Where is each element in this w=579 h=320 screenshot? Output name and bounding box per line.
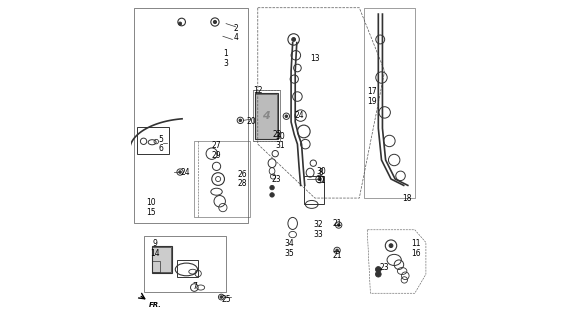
Circle shape — [270, 193, 274, 197]
Bar — [253, 90, 280, 141]
Text: 23: 23 — [380, 263, 390, 272]
Text: 22: 22 — [272, 130, 281, 139]
Bar — [137, 127, 169, 154]
Text: 8: 8 — [319, 168, 324, 177]
Text: 17
19: 17 19 — [367, 87, 377, 106]
Circle shape — [178, 22, 182, 25]
Text: 21: 21 — [332, 251, 342, 260]
Circle shape — [375, 271, 381, 277]
Bar — [152, 247, 171, 272]
Bar — [304, 176, 324, 204]
Circle shape — [389, 244, 393, 248]
Circle shape — [179, 171, 181, 173]
Circle shape — [338, 224, 340, 226]
Bar — [152, 261, 160, 272]
Bar — [364, 8, 415, 198]
Circle shape — [336, 249, 338, 252]
Text: 18: 18 — [402, 194, 412, 203]
Bar — [255, 94, 277, 139]
Text: 2
4: 2 4 — [233, 24, 238, 43]
Text: 30
31: 30 31 — [316, 166, 326, 185]
Circle shape — [292, 37, 295, 41]
Bar — [195, 141, 250, 217]
Text: 34
35: 34 35 — [285, 239, 294, 258]
Circle shape — [375, 267, 381, 272]
Text: 4: 4 — [262, 111, 270, 121]
Circle shape — [318, 178, 321, 180]
Circle shape — [285, 115, 288, 117]
Text: 11
16: 11 16 — [412, 239, 421, 258]
Text: 30
31: 30 31 — [275, 132, 285, 150]
Text: 24: 24 — [294, 111, 304, 120]
Circle shape — [239, 119, 241, 122]
Text: 7: 7 — [192, 282, 197, 292]
Text: 21: 21 — [332, 219, 342, 228]
Bar — [177, 260, 197, 277]
Bar — [255, 93, 278, 140]
Text: 25: 25 — [221, 295, 231, 304]
Bar — [134, 8, 248, 223]
Circle shape — [214, 20, 217, 24]
Bar — [144, 236, 226, 292]
Circle shape — [220, 296, 222, 298]
Text: 10
15: 10 15 — [146, 198, 156, 217]
Text: FR.: FR. — [149, 302, 162, 308]
Text: 5
6: 5 6 — [159, 135, 163, 154]
Text: 24: 24 — [180, 168, 190, 177]
Text: 27
29: 27 29 — [212, 141, 221, 160]
Text: 32
33: 32 33 — [313, 220, 323, 239]
Text: 9
14: 9 14 — [150, 239, 159, 258]
Text: 13: 13 — [310, 54, 320, 63]
Text: 1
3: 1 3 — [223, 49, 229, 68]
Text: 23: 23 — [272, 174, 281, 184]
Text: 20: 20 — [247, 117, 256, 126]
Text: 26
28: 26 28 — [237, 170, 247, 188]
Bar — [152, 246, 172, 273]
Text: 12: 12 — [253, 86, 262, 95]
Circle shape — [270, 185, 274, 190]
